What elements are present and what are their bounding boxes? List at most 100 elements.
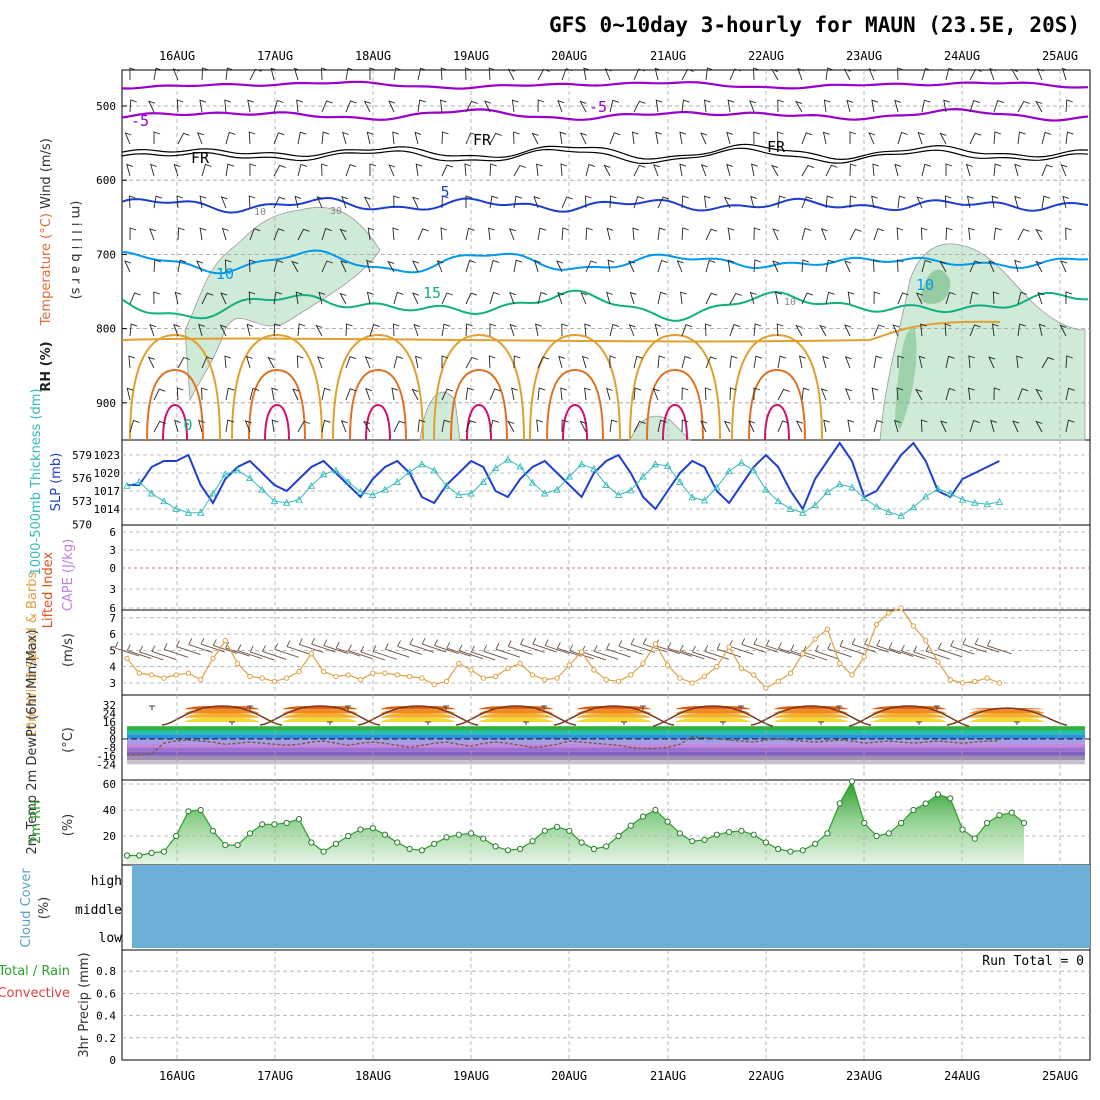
wind-barb [945, 163, 953, 176]
wind-barb [465, 356, 479, 369]
rh-marker [480, 835, 487, 842]
chart-title: GFS 0~10day 3-hourly for MAUN (23.5E, 20… [549, 13, 1080, 37]
wind-barb [776, 323, 784, 337]
wind10m-barb [753, 637, 779, 653]
slp-grid [122, 440, 1090, 525]
temp-curve [455, 705, 577, 726]
wind-barb [609, 132, 621, 145]
wind-barb [489, 291, 500, 305]
wind-barb [221, 227, 229, 241]
temp-hump-band [675, 713, 751, 718]
wind-barb [655, 99, 663, 113]
wind-tick: 6 [109, 628, 116, 641]
wind-barb [915, 292, 923, 305]
wind-barb [873, 259, 880, 273]
wind-barb [609, 99, 619, 113]
wind-barb [1035, 100, 1043, 113]
wind-barb [945, 67, 955, 81]
temp-grid [122, 695, 1090, 780]
wind-barb [795, 420, 803, 433]
wind-barb [273, 196, 286, 209]
wind-barb [703, 99, 711, 113]
rh-marker [996, 812, 1003, 819]
wind-barb [915, 388, 923, 401]
contour-5 [121, 196, 1089, 214]
wind-barb [609, 355, 617, 369]
wind-barb [1011, 68, 1019, 81]
wind-barb [969, 420, 980, 433]
thickness-marker [921, 492, 930, 500]
wind10m-barb [606, 642, 631, 658]
rh-marker [455, 831, 462, 838]
wind-barb [969, 68, 982, 81]
wind-barb [847, 419, 855, 433]
wind-barb [632, 227, 640, 241]
thickness-marker [725, 467, 733, 475]
contour-label: -5 [131, 112, 149, 130]
rh-shade-region [895, 328, 917, 430]
wind-barb [801, 132, 813, 145]
wind-barb [531, 132, 539, 145]
contour-minus5 [121, 107, 1089, 122]
wind-barb [537, 99, 545, 113]
wind-barb [681, 387, 689, 401]
thickness-marker [909, 503, 918, 511]
wind-barb [1041, 195, 1051, 209]
wind-barb [893, 419, 901, 433]
wind10m-barb [470, 645, 496, 661]
rh-marker [173, 832, 180, 840]
cloud-level-middle: middle [75, 903, 122, 918]
rh-marker [726, 829, 733, 836]
wind-barb [1037, 291, 1045, 305]
wind-barb [198, 323, 205, 337]
rh-marker [517, 845, 524, 853]
wind-tick: 3 [109, 677, 116, 690]
wind-tick: 5 [109, 644, 116, 657]
wind-barb [414, 131, 422, 145]
rh-shade-region [184, 207, 381, 402]
wind-barb [777, 388, 790, 401]
rh-marker [615, 832, 622, 840]
temp-hump-band [871, 713, 947, 718]
wind-speed-marker [308, 651, 314, 657]
contour-warm-mid [349, 368, 407, 441]
rh-shading [184, 207, 1086, 441]
wind-barb [705, 292, 718, 305]
wind-barb [537, 291, 548, 305]
date-label-bottom: 21AUG [650, 1069, 686, 1083]
wind-barb [772, 260, 780, 273]
wind-barb [201, 163, 212, 177]
wind-barb [873, 228, 885, 241]
ua-ylabel-wind: Wind (m/s) [39, 138, 54, 209]
wind-barb [991, 323, 999, 337]
date-label-top: 17AUG [257, 49, 293, 63]
wind-barb [198, 419, 205, 433]
temp-curve [848, 705, 970, 727]
wind-barb [991, 195, 999, 209]
wind10m-barb [556, 642, 582, 657]
contour-warm-mid [146, 368, 204, 441]
wind-barb [700, 164, 708, 177]
wind-barb [969, 260, 982, 273]
rh-marker [652, 806, 659, 814]
wind-barb [633, 196, 644, 209]
contour-hot [365, 403, 391, 441]
wind-barb [369, 163, 377, 177]
wind-barb [465, 292, 478, 305]
wind-barb [366, 259, 373, 273]
wind-barb [129, 292, 141, 305]
wind10m-barb [323, 639, 349, 654]
wind-speed-marker [972, 678, 978, 685]
wind-barb [1041, 131, 1052, 145]
precip-ylabel-total: Total / Rain [0, 964, 70, 979]
thickness-marker [872, 502, 881, 510]
wind-speed-marker [984, 675, 990, 681]
wind-barb [465, 100, 478, 113]
rh-marker [492, 843, 499, 850]
wind10m-barb [483, 645, 508, 660]
thickness-marker [749, 466, 758, 474]
rh-marker [259, 821, 266, 828]
wind-speed-marker [185, 670, 192, 676]
wind-barb [775, 291, 782, 305]
wind-barb [993, 163, 1002, 177]
